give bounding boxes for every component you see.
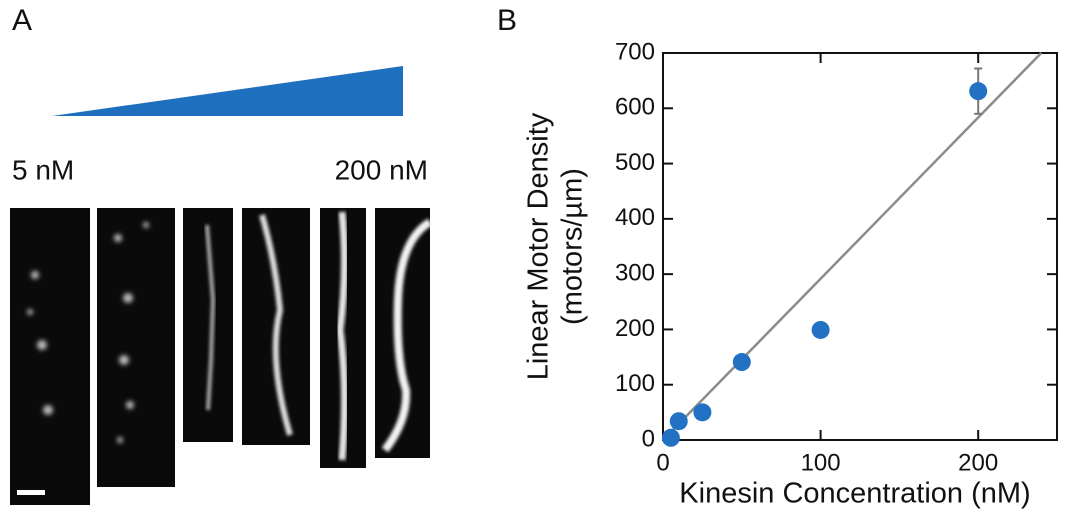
y-tick-label: 300 xyxy=(615,259,655,286)
y-tick-label: 700 xyxy=(615,38,655,65)
x-axis-label: Kinesin Concentration (nM) xyxy=(679,478,1030,510)
data-point xyxy=(693,403,712,422)
panel-label: B xyxy=(497,4,517,37)
y-tick-label: 400 xyxy=(615,204,655,231)
micrographs xyxy=(10,208,433,505)
y-tick-label: 0 xyxy=(642,425,655,452)
y-tick-label: 500 xyxy=(615,149,655,176)
data-point xyxy=(669,412,688,431)
data-point xyxy=(811,320,830,339)
fit-line xyxy=(662,52,1043,441)
x-tick-label: 200 xyxy=(958,449,998,476)
plot-frame xyxy=(662,52,1058,441)
data-point xyxy=(661,428,680,447)
low-concentration-label: 5 nM xyxy=(12,154,74,185)
x-tick-label: 0 xyxy=(656,449,669,476)
concentration-wedge xyxy=(52,66,403,116)
data-point xyxy=(969,82,988,101)
panel-label: A xyxy=(12,4,32,37)
y-axis-label: (motors/µm) xyxy=(557,168,589,325)
y-tick-label: 200 xyxy=(615,315,655,342)
y-tick-label: 100 xyxy=(615,370,655,397)
data-point xyxy=(732,353,751,372)
high-concentration-label: 200 nM xyxy=(335,154,428,185)
y-tick-label: 600 xyxy=(615,94,655,121)
y-axis-label: Linear Motor Density xyxy=(523,112,555,380)
x-tick-label: 100 xyxy=(801,449,841,476)
